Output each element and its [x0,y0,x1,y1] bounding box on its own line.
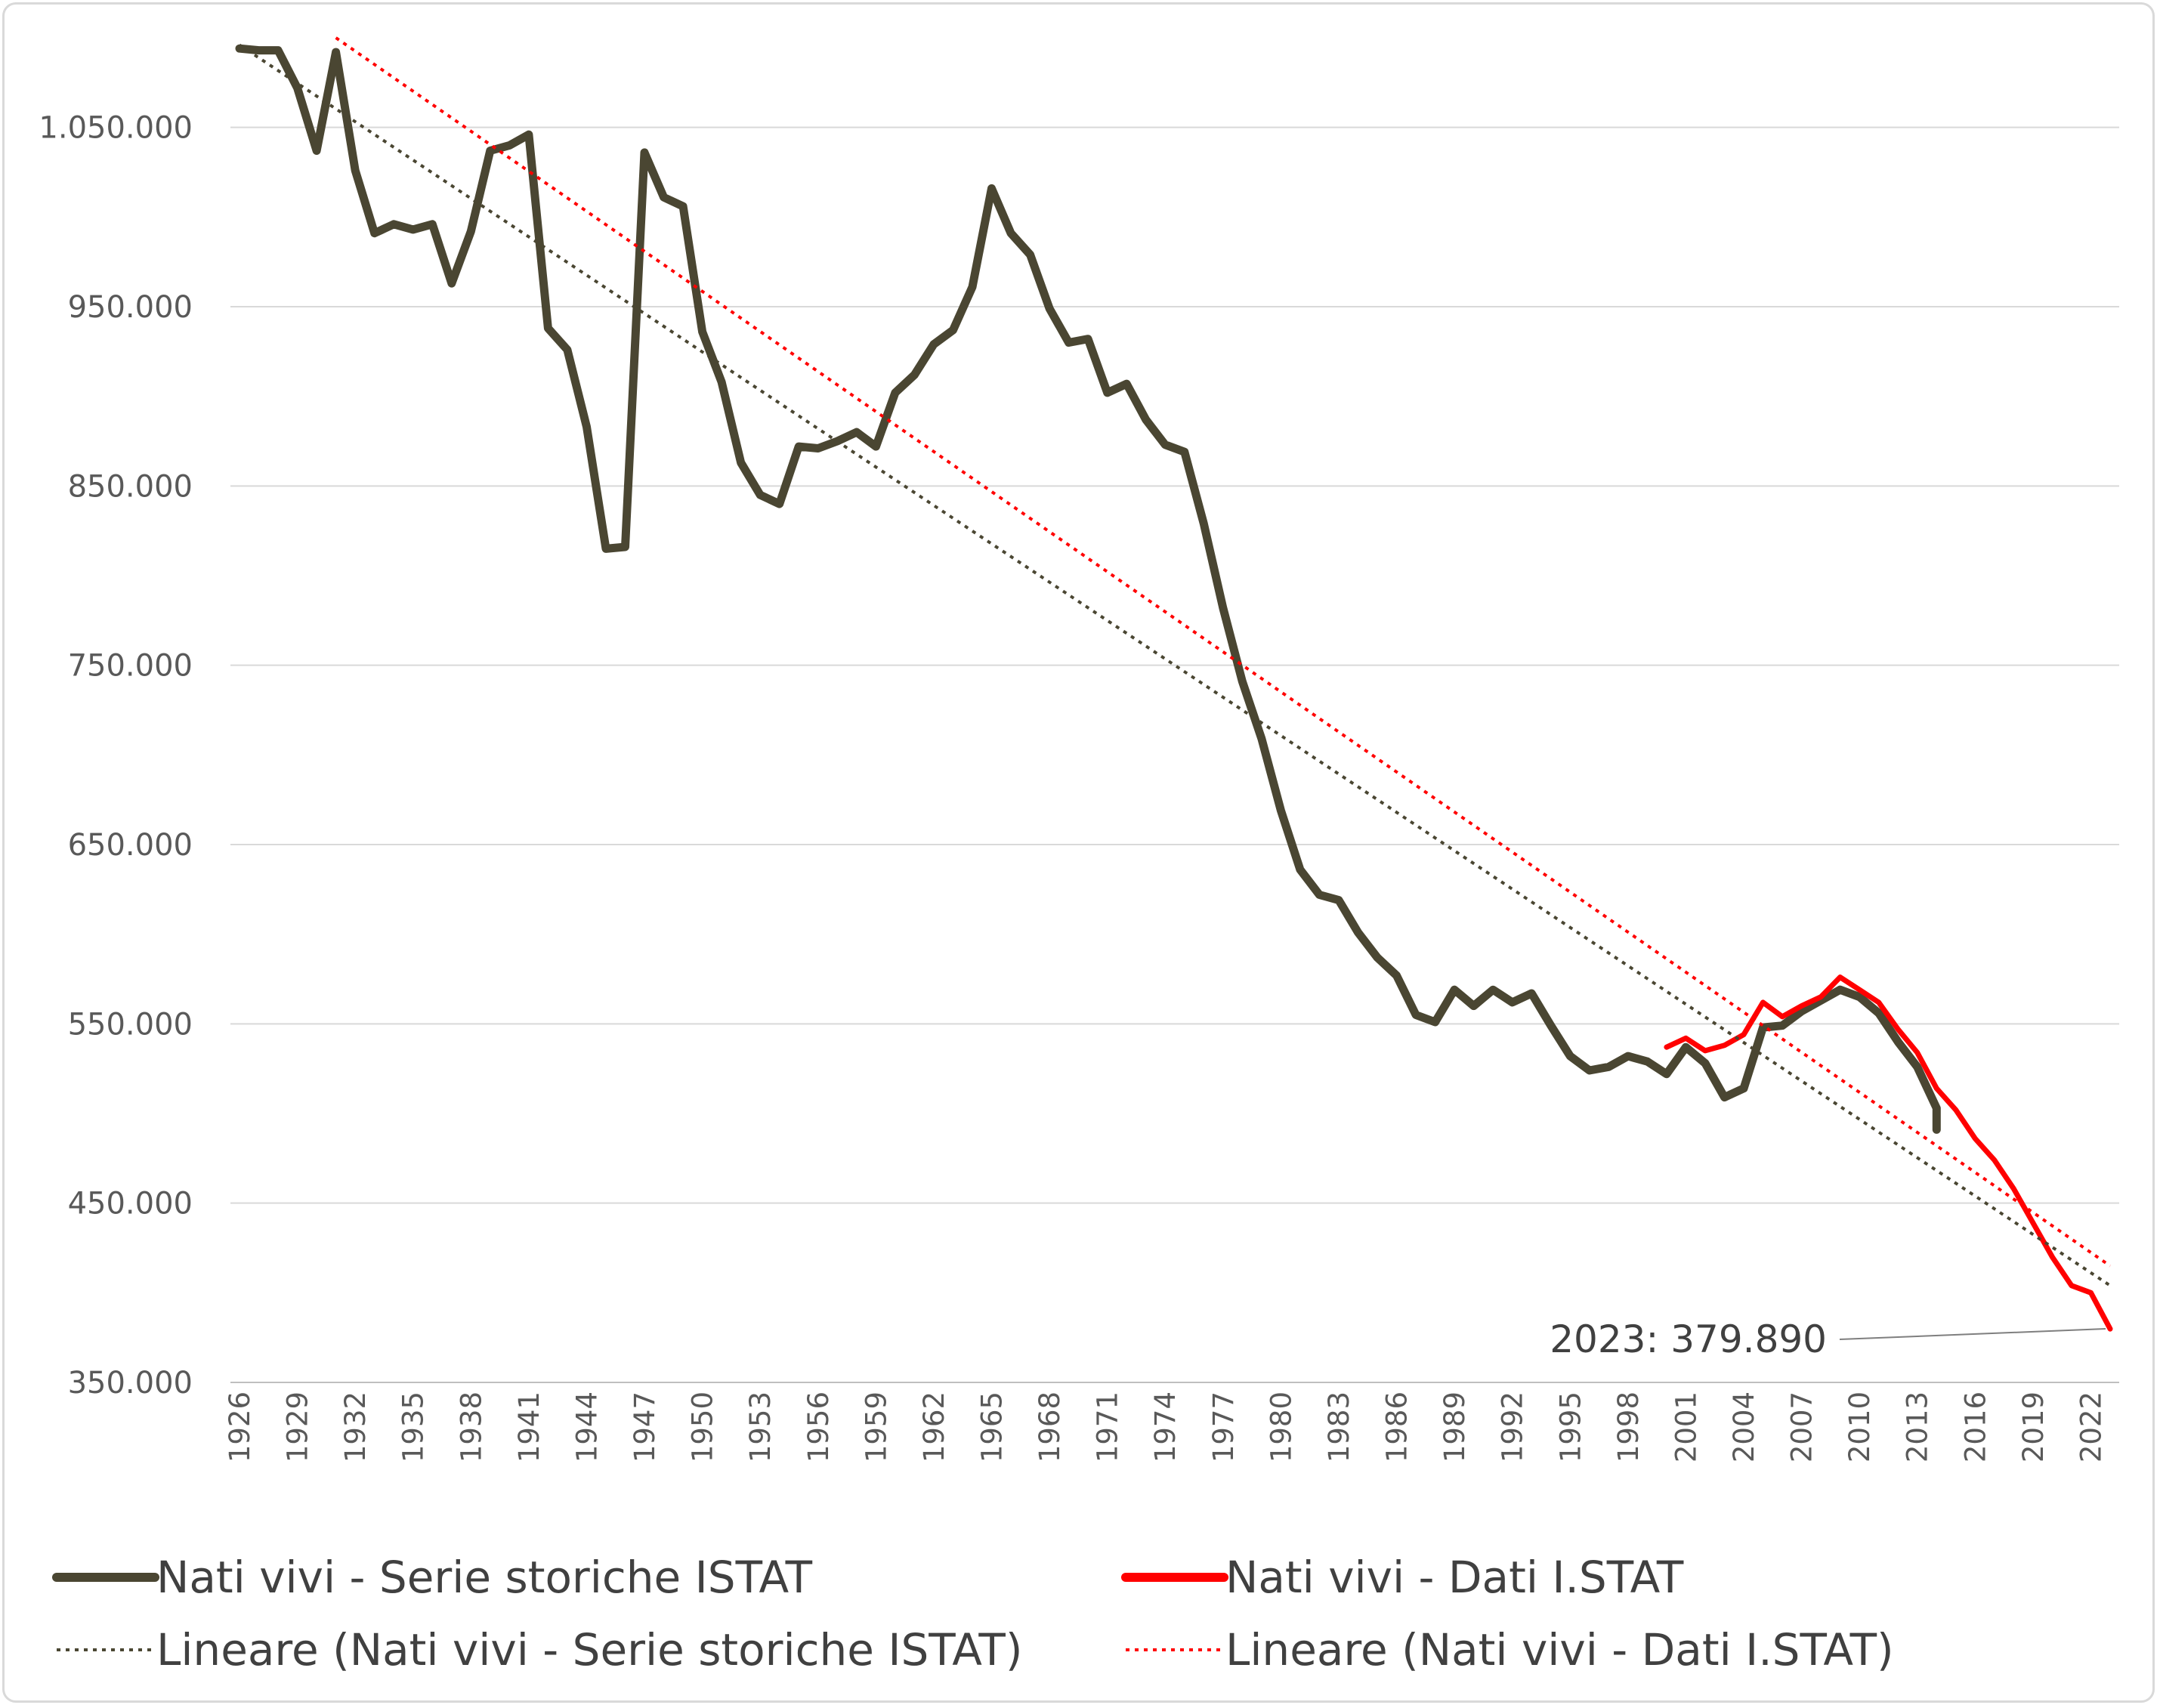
series-lines [235,36,2113,1332]
annotations: 2023: 379.890 [1550,1317,2106,1361]
x-tick-label: 2013 [1902,1391,1934,1462]
x-tick-label: 1956 [802,1391,835,1462]
x-tick-label: 1950 [687,1391,719,1462]
y-tick-label: 1.050.000 [39,111,193,146]
x-tick-label: 2010 [1843,1391,1876,1462]
x-axis-tick-labels: 1926 1929 1932 1935 1938 1941 1944 1947 1950 1953… [224,1391,2107,1462]
x-tick-label: 1965 [976,1391,1009,1462]
annotation-label: 2023: 379.890 [1550,1317,1827,1361]
x-tick-label: 1986 [1381,1391,1414,1462]
x-tick-label: 2007 [1786,1391,1819,1462]
x-tick-label: 1980 [1265,1391,1297,1462]
x-tick-label: 1932 [339,1391,372,1462]
x-tick-label: 1998 [1612,1391,1645,1462]
x-tick-label: 1941 [513,1391,545,1462]
x-tick-label: 1989 [1438,1391,1471,1462]
gridlines [230,126,2119,1204]
x-tick-label: 1959 [860,1391,892,1462]
legend-label: Lineare (Nati vivi - Serie storiche ISTA… [156,1624,1022,1676]
x-tick-label: 2022 [2075,1391,2107,1462]
series-line [1664,974,2113,1332]
x-tick-label: 1983 [1323,1391,1355,1462]
y-tick-label: 350.000 [68,1366,193,1401]
y-tick-label: 850.000 [68,469,193,504]
y-tick-label: 450.000 [68,1187,193,1222]
y-tick-label: 750.000 [68,649,193,684]
x-tick-label: 1995 [1554,1391,1587,1462]
series-line [238,43,2112,1287]
x-tick-label: 1971 [1092,1391,1124,1462]
x-tick-label: 1926 [224,1391,256,1462]
x-tick-label: 1962 [918,1391,950,1462]
series-line [335,36,2112,1268]
x-tick-label: 2004 [1728,1391,1760,1462]
x-tick-label: 2019 [2017,1391,2050,1462]
x-tick-label: 1974 [1149,1391,1182,1462]
x-tick-label: 1953 [744,1391,777,1462]
x-tick-label: 1935 [397,1391,430,1462]
legend-label: Nati vivi - Serie storiche ISTAT [156,1552,813,1603]
legend-label: Lineare (Nati vivi - Dati I.STAT) [1225,1624,1894,1676]
y-tick-label: 650.000 [68,828,193,863]
x-tick-label: 1977 [1207,1391,1240,1462]
x-tick-label: 1938 [455,1391,487,1462]
y-axis-tick-labels: 350.000 450.000 550.000 650.000 750.000 850.0… [39,111,193,1401]
x-tick-label: 1929 [282,1391,314,1462]
y-tick-label: 550.000 [68,1007,193,1042]
legend: Nati vivi - Serie storiche ISTAT Nati viv… [52,1552,1894,1676]
x-tick-label: 1968 [1034,1391,1066,1462]
series-line [235,44,1941,1134]
x-tick-label: 2001 [1670,1391,1702,1462]
annotation-leader-line [1839,1328,2106,1341]
x-tick-label: 1944 [570,1391,603,1462]
x-tick-label: 1947 [629,1391,661,1462]
x-tick-label: 1992 [1497,1391,1529,1462]
legend-label: Nati vivi - Dati I.STAT [1225,1552,1684,1603]
x-tick-label: 2016 [1959,1391,1992,1462]
y-tick-label: 950.000 [68,290,193,325]
